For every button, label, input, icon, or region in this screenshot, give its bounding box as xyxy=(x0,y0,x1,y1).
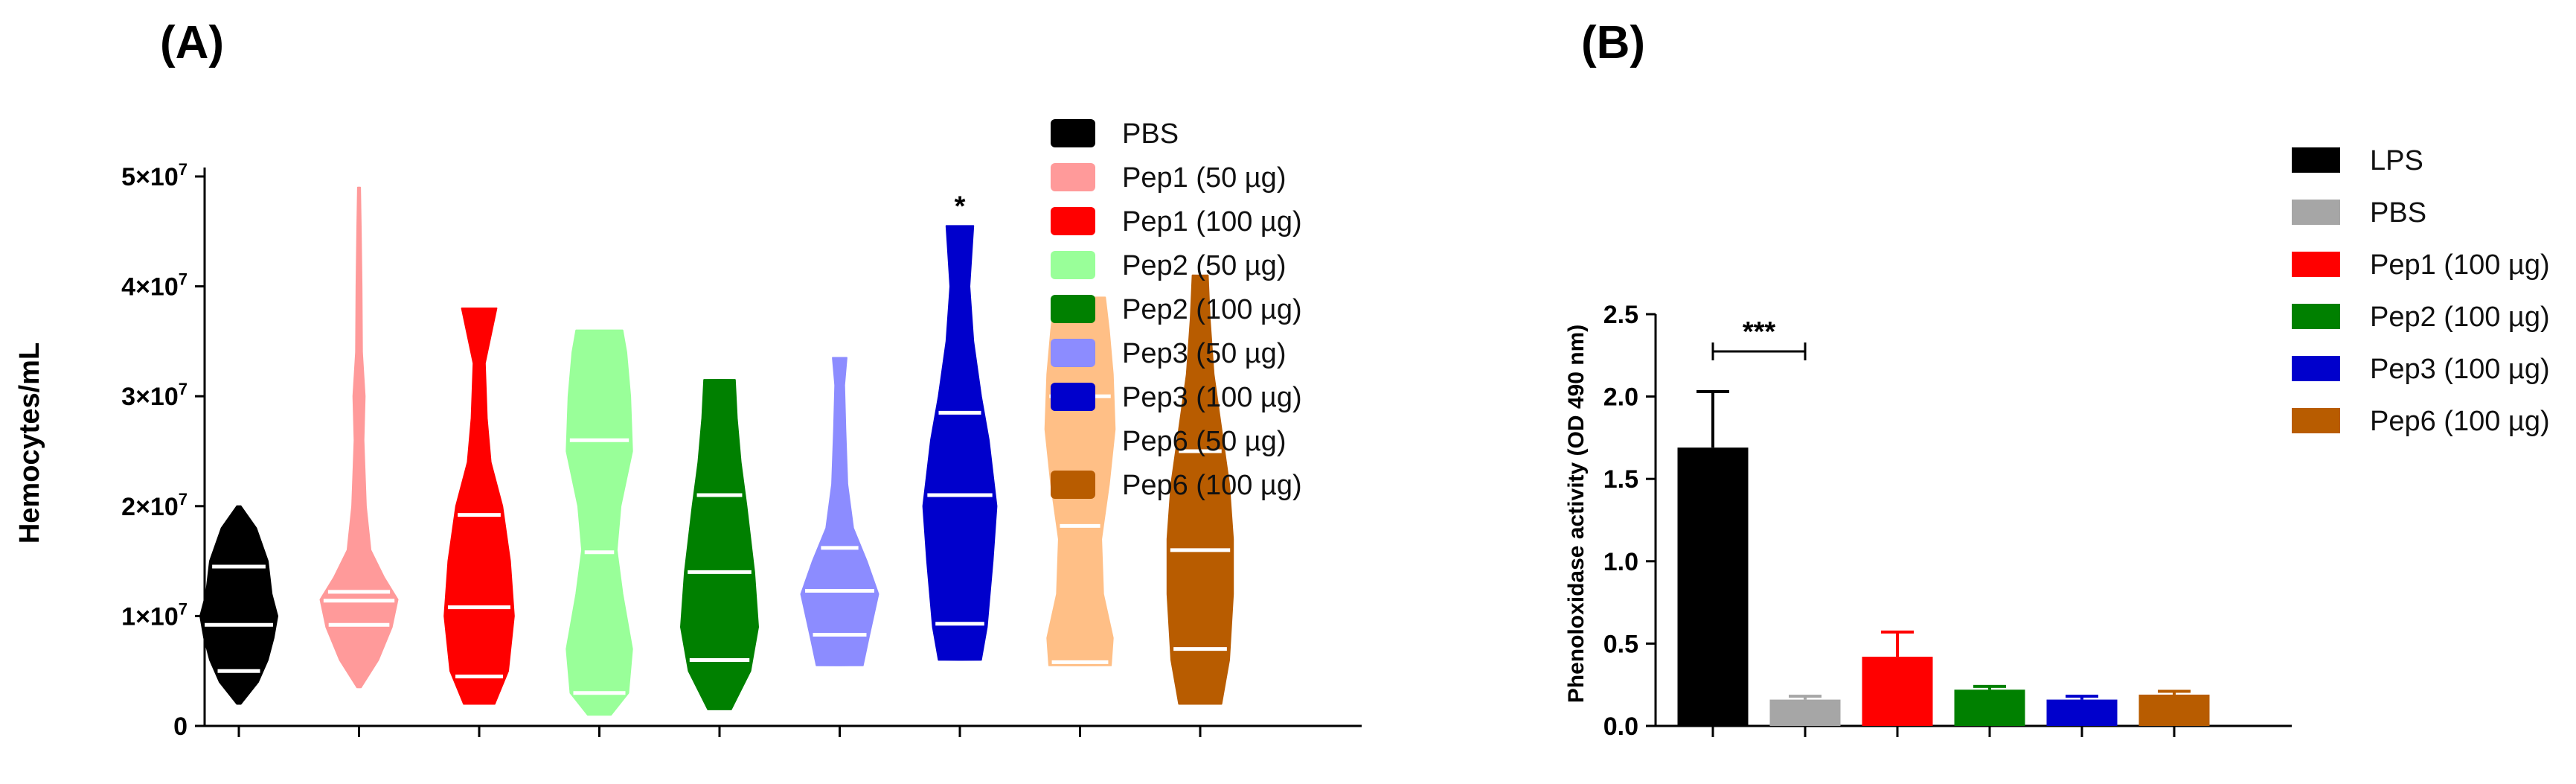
legend-label: PBS xyxy=(2370,197,2426,229)
panel-b-y-axis-title: Phenoloxidase activity (OD 490 nm) xyxy=(1564,325,1589,704)
legend-swatch xyxy=(1051,163,1095,191)
legend-swatch xyxy=(1051,207,1095,235)
violin-7 xyxy=(922,225,998,661)
panel-a-y-tick-label: 0 xyxy=(173,713,188,741)
legend-label: Pep1 (100 µg) xyxy=(2370,249,2550,281)
violin-6 xyxy=(800,357,880,666)
bar-4 xyxy=(1954,689,2025,726)
legend-swatch xyxy=(1051,119,1095,147)
legend-label: Pep3 (100 µg) xyxy=(1122,382,1302,413)
panel-a-significance-star: * xyxy=(955,191,966,222)
bar-2 xyxy=(1769,699,1841,726)
panel-a-legend: PBS Pep1 (50 µg) Pep1 (100 µg) Pep2 (50 µg)… xyxy=(1051,118,1302,501)
panel-a-y-axis-title: Hemocytes/mL xyxy=(14,342,45,544)
panel-b-y-tick-label: 1.0 xyxy=(1603,548,1638,576)
panel-a-x-ticks xyxy=(237,726,1202,737)
panel-b-y-ticks: 0.0 0.5 1.0 1.5 2.0 2.5 xyxy=(1603,301,1656,741)
violin-1 xyxy=(199,505,278,705)
violin-9 xyxy=(1166,274,1234,705)
legend-label: PBS xyxy=(1122,118,1179,150)
panel-b-legend: LPS PBS Pep1 (100 µg) Pep2 (100 µg) Pep3 (10… xyxy=(2292,145,2550,437)
legend-label: Pep3 (50 µg) xyxy=(1122,338,1286,369)
violin-4 xyxy=(565,329,633,716)
legend-label: Pep2 (100 µg) xyxy=(2370,302,2550,333)
legend-swatch xyxy=(2292,356,2340,381)
panel-a: (A) Hemocytes/mL 0 1×107 2×107 3×107 4×107 5×… xyxy=(14,17,1362,741)
legend-label: Pep1 (100 µg) xyxy=(1122,206,1302,238)
legend-label: Pep6 (100 µg) xyxy=(1122,470,1302,501)
legend-swatch xyxy=(1051,383,1095,411)
panel-a-y-tick-label: 5×107 xyxy=(121,160,188,191)
bar-1 xyxy=(1677,447,1749,726)
violin-5 xyxy=(680,379,759,710)
panel-b-significance-bracket: *** xyxy=(1711,316,1807,360)
legend-swatch xyxy=(1051,251,1095,279)
bar-3 xyxy=(1862,657,1933,726)
legend-swatch xyxy=(2292,252,2340,277)
panel-b-y-tick-label: 1.5 xyxy=(1603,465,1638,494)
legend-swatch xyxy=(1051,427,1095,455)
legend-swatch xyxy=(2292,147,2340,173)
panel-b-y-tick-label: 2.5 xyxy=(1603,301,1638,329)
bar-5 xyxy=(2046,699,2118,726)
panel-a-y-ticks: 0 1×107 2×107 3×107 4×107 5×107 xyxy=(121,160,205,741)
legend-label: LPS xyxy=(2370,145,2423,176)
panel-b-y-tick-label: 2.0 xyxy=(1603,383,1638,412)
legend-swatch xyxy=(2292,408,2340,433)
panel-b-y-tick-label: 0.5 xyxy=(1603,630,1638,658)
legend-label: Pep6 (100 µg) xyxy=(2370,406,2550,437)
legend-label: Pep1 (50 µg) xyxy=(1122,162,1286,194)
panel-a-y-tick-label: 2×107 xyxy=(121,490,188,521)
legend-swatch xyxy=(1051,471,1095,499)
panel-b-bars xyxy=(1677,389,2210,737)
panel-b-significance-stars: *** xyxy=(1743,316,1776,348)
panel-b-y-tick-label: 0.0 xyxy=(1603,713,1638,741)
panel-a-y-tick-label: 1×107 xyxy=(121,599,188,631)
legend-label: Pep3 (100 µg) xyxy=(2370,354,2550,385)
violin-2 xyxy=(319,186,399,689)
panel-a-violins xyxy=(199,186,1234,716)
legend-label: Pep2 (100 µg) xyxy=(1122,294,1302,325)
panel-a-y-tick-label: 4×107 xyxy=(121,270,188,302)
violin-3 xyxy=(443,307,515,705)
legend-swatch xyxy=(2292,200,2340,225)
legend-label: Pep6 (50 µg) xyxy=(1122,426,1286,457)
bar-6 xyxy=(2138,694,2210,726)
panel-b-label: (B) xyxy=(1581,17,1645,68)
legend-swatch xyxy=(2292,304,2340,329)
panel-a-y-tick-label: 3×107 xyxy=(121,380,188,411)
panel-b: (B) Phenoloxidase activity (OD 490 nm) 0… xyxy=(1564,17,2550,741)
panel-a-label: (A) xyxy=(160,17,224,68)
legend-swatch xyxy=(1051,295,1095,323)
legend-label: Pep2 (50 µg) xyxy=(1122,250,1286,281)
legend-swatch xyxy=(1051,339,1095,367)
